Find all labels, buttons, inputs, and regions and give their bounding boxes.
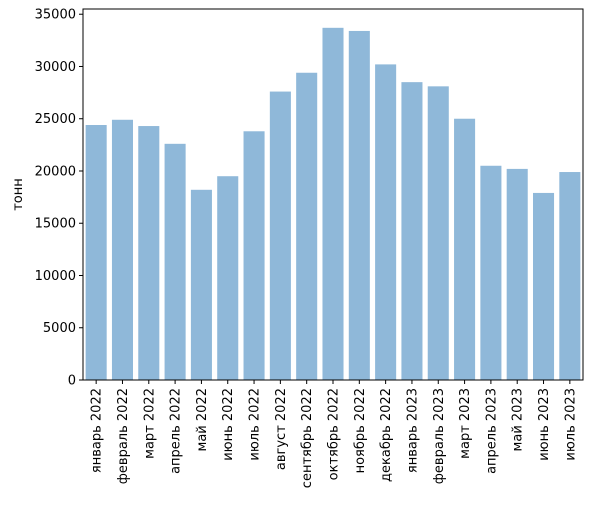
x-tick-label: ноябрь 2022 xyxy=(353,388,368,473)
bar xyxy=(533,192,555,380)
x-tick-label: июль 2022 xyxy=(248,388,263,461)
bars-group xyxy=(85,27,581,381)
y-axis-ticks: 0 5000 10000 15000 20000 25000 30000 35000 xyxy=(35,8,83,389)
bar xyxy=(480,165,502,380)
x-tick-label: январь 2023 xyxy=(405,388,420,473)
x-tick-label: август 2022 xyxy=(274,388,289,470)
bar xyxy=(190,189,212,380)
bar xyxy=(559,172,581,380)
y-tick-label: 5000 xyxy=(43,321,76,336)
y-tick-label: 10000 xyxy=(35,269,76,284)
y-tick-label: 15000 xyxy=(35,217,76,232)
x-tick-label: июнь 2022 xyxy=(221,388,236,461)
bar xyxy=(138,126,160,381)
y-tick-label: 25000 xyxy=(35,112,76,127)
bar xyxy=(348,30,370,381)
x-axis-ticks: январь 2022 февраль 2022 март 2022 апрель 2… xyxy=(90,380,578,488)
bar xyxy=(427,86,449,381)
x-tick-label: февраль 2023 xyxy=(432,388,447,484)
x-tick-label: февраль 2022 xyxy=(116,388,131,484)
y-tick-label: 20000 xyxy=(35,164,76,179)
x-tick-label: май 2022 xyxy=(195,388,210,451)
x-tick-label: май 2023 xyxy=(511,388,526,451)
bar xyxy=(401,82,423,380)
x-tick-label: январь 2022 xyxy=(90,388,105,473)
x-tick-label: апрель 2022 xyxy=(169,388,184,474)
bar xyxy=(111,119,133,380)
y-tick-label: 30000 xyxy=(35,60,76,75)
bar xyxy=(243,131,265,380)
y-tick-label: 0 xyxy=(68,374,76,389)
y-tick-label: 35000 xyxy=(35,8,76,23)
bar xyxy=(164,143,186,380)
bar xyxy=(296,72,318,380)
x-tick-label: апрель 2023 xyxy=(484,388,499,474)
bar xyxy=(375,64,397,380)
x-tick-label: сентябрь 2022 xyxy=(300,388,315,488)
bar xyxy=(322,27,344,380)
y-axis-label: тонн xyxy=(11,178,26,211)
x-tick-label: июнь 2023 xyxy=(537,388,552,461)
x-tick-label: июль 2023 xyxy=(563,388,578,461)
x-tick-label: март 2023 xyxy=(458,388,473,459)
x-tick-label: декабрь 2022 xyxy=(379,388,394,482)
bar xyxy=(454,118,476,380)
bar xyxy=(85,125,107,381)
x-tick-label: октябрь 2022 xyxy=(327,388,342,480)
plot-frame xyxy=(82,8,584,381)
bar xyxy=(217,176,239,380)
bar xyxy=(506,168,528,380)
x-tick-label: март 2022 xyxy=(142,388,157,459)
bar xyxy=(269,91,291,381)
